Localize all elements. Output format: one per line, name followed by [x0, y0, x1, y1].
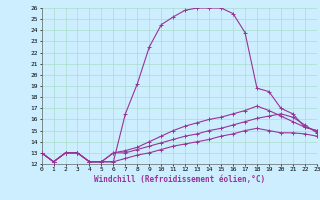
X-axis label: Windchill (Refroidissement éolien,°C): Windchill (Refroidissement éolien,°C) — [94, 175, 265, 184]
